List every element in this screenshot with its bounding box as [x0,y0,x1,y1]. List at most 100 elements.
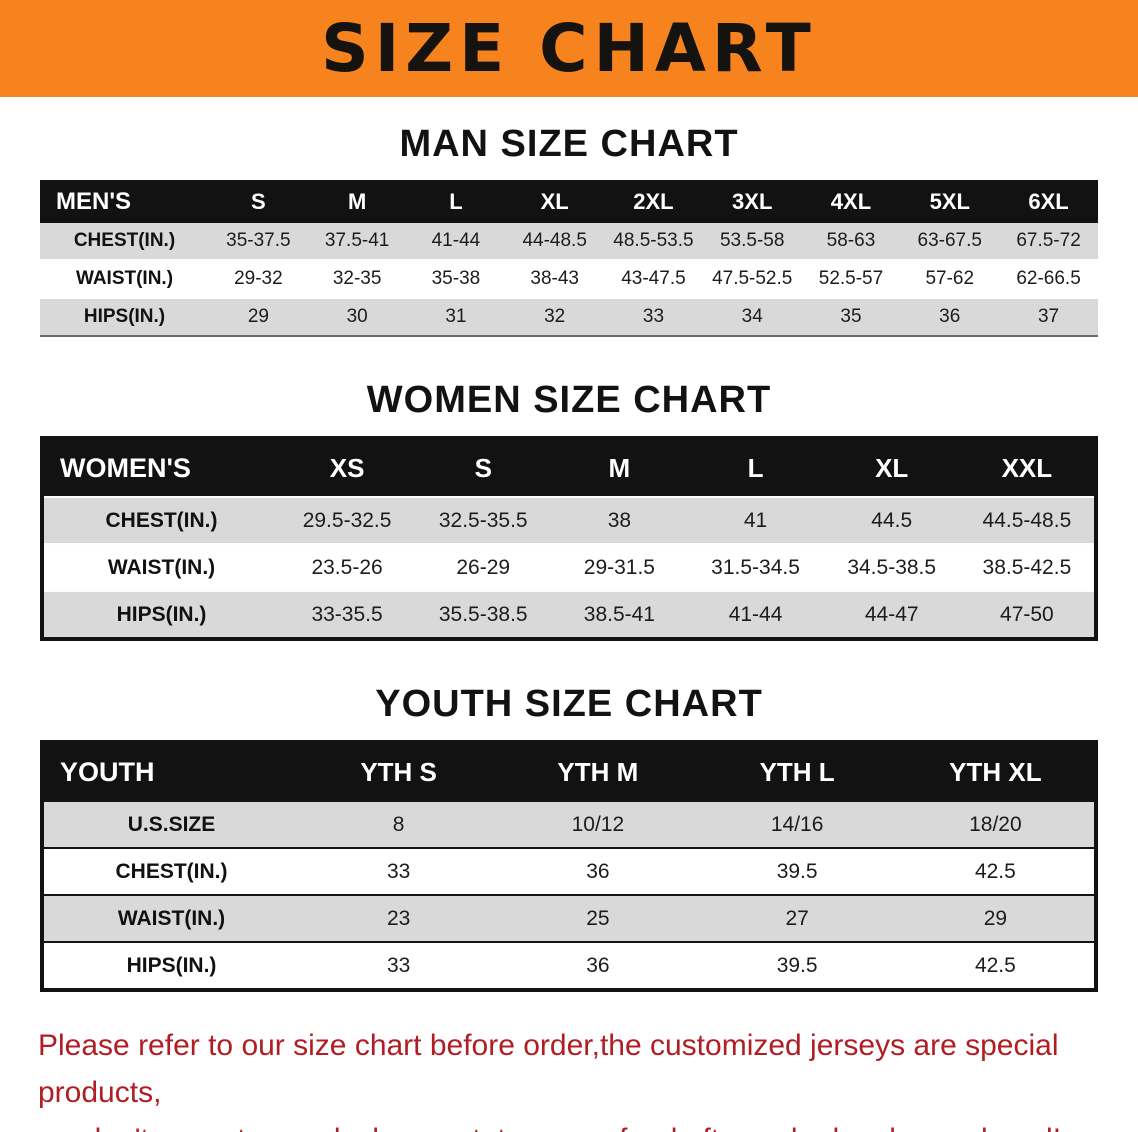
table-header-row: YOUTH YTH S YTH M YTH L YTH XL [42,742,1096,801]
women-size-chart-section: WOMEN SIZE CHART WOMEN'S XS S M L XL XXL CHEST(… [0,379,1138,641]
value-cell: 44.5 [871,508,913,532]
value-cell: 23.5-26 [311,555,383,579]
women-size-table: WOMEN'S XS S M L XL XXL CHEST(IN.) 29.5-32.5 32.5… [40,436,1098,641]
size-header-cell: S [474,452,492,483]
value-cell: 58-63 [826,230,876,251]
value-cell: 33-35.5 [311,602,383,626]
value-cell: 39.5 [776,953,818,977]
size-header-cell: XXL [1001,452,1053,483]
value-cell: 42.5 [974,859,1016,883]
value-cell: 37.5-41 [324,230,390,251]
row-label-cell: HIPS(IN.) [126,953,217,977]
table-row: CHEST(IN.) 33 36 39.5 42.5 [42,848,1096,895]
table-row: CHEST(IN.) 29.5-32.5 32.5-35.5 38 41 44.5 44.5… [42,497,1096,544]
value-cell: 47-50 [1000,602,1054,626]
row-label-cell: WAIST(IN.) [75,268,174,289]
size-header-cell: L [747,452,764,483]
size-header-cell: 5XL [929,188,970,214]
size-header-cell: YTH L [759,756,835,787]
table-title-cell: MEN'S [56,187,132,215]
value-cell: 25 [586,906,610,930]
table-row: HIPS(IN.) 33 36 39.5 42.5 [42,942,1096,990]
size-header-cell: XL [540,188,569,214]
value-cell: 33 [642,306,665,327]
row-label-cell: HIPS(IN.) [116,602,207,626]
row-label-cell: CHEST(IN.) [115,859,228,883]
women-section-heading: WOMEN SIZE CHART [366,379,772,421]
youth-section-heading: YOUTH SIZE CHART [375,683,763,725]
value-cell: 41 [743,508,768,532]
value-cell: 41-44 [728,602,783,626]
size-header-cell: XL [875,452,909,483]
value-cell: 33 [386,859,411,883]
value-cell: 26-29 [456,555,511,579]
value-cell: 29 [247,306,269,327]
size-header-cell: 6XL [1028,188,1069,214]
value-cell: 29-31.5 [583,555,655,579]
value-cell: 33 [386,953,411,977]
value-cell: 44-47 [864,602,919,626]
size-header-cell: M [347,188,367,214]
value-cell: 53.5-58 [719,230,785,251]
row-label-cell: WAIST(IN.) [117,906,226,930]
value-cell: 44-48.5 [522,230,587,251]
size-header-cell: M [608,452,631,483]
table-row: U.S.SIZE 8 10/12 14/16 18/20 [42,801,1096,848]
value-cell: 57-62 [925,268,975,289]
value-cell: 31 [445,306,467,327]
table-row: CHEST(IN.) 35-37.5 37.5-41 41-44 44-48.5 48.5… [40,223,1098,260]
row-label-cell: WAIST(IN.) [107,555,216,579]
disclaimer-line-1: Please refer to our size chart before or… [38,1029,1059,1109]
row-label-cell: CHEST(IN.) [73,230,176,251]
row-label-cell: U.S.SIZE [127,812,216,836]
value-cell: 52.5-57 [818,268,884,289]
value-cell: 10/12 [571,812,625,836]
size-header-cell: YTH S [360,756,437,787]
value-cell: 27 [785,906,809,930]
disclaimer-text: Please refer to our size chart before or… [38,1022,1108,1132]
value-cell: 29-32 [234,268,283,289]
value-cell: 35-37.5 [226,230,291,251]
table-row: WAIST(IN.) 29-32 32-35 35-38 38-43 43-47.5 47.… [40,260,1098,298]
value-cell: 32 [544,306,566,327]
size-header-cell: 3XL [732,188,773,214]
size-header-cell: YTH XL [949,756,1042,787]
table-header-row: WOMEN'S XS S M L XL XXL [42,438,1096,497]
value-cell: 31.5-34.5 [711,555,800,579]
value-cell: 67.5-72 [1016,230,1081,251]
value-cell: 35-38 [431,268,481,289]
value-cell: 63-67.5 [917,230,982,251]
size-header-cell: S [251,188,266,214]
value-cell: 14/16 [770,812,824,836]
value-cell: 34 [741,306,763,327]
row-label-cell: HIPS(IN.) [83,306,166,327]
man-size-table: MEN'S S M L XL 2XL 3XL 4XL 5XL 6XL CHEST(IN.) 35-37… [40,180,1098,337]
value-cell: 44.5-48.5 [982,508,1072,532]
table-row: HIPS(IN.) 29 30 31 32 33 34 35 36 37 [40,298,1098,336]
size-header-cell: L [449,188,463,214]
value-cell: 39.5 [776,859,818,883]
value-cell: 18/20 [969,812,1022,836]
size-header-cell: 2XL [633,188,674,214]
value-cell: 36 [586,953,610,977]
value-cell: 37 [1037,306,1060,327]
value-cell: 29.5-32.5 [302,508,392,532]
row-label-cell: CHEST(IN.) [105,508,218,532]
table-header-row: MEN'S S M L XL 2XL 3XL 4XL 5XL 6XL [40,180,1098,223]
table-row: WAIST(IN.) 23.5-26 26-29 29-31.5 31.5-34.5 34… [42,544,1096,591]
value-cell: 34.5-38.5 [847,555,937,579]
value-cell: 38 [607,508,632,532]
table-row: HIPS(IN.) 33-35.5 35.5-38.5 38.5-41 41-44 44-… [42,591,1096,639]
man-section-heading: MAN SIZE CHART [399,123,739,165]
value-cell: 38.5-42.5 [982,555,1072,579]
value-cell: 48.5-53.5 [613,230,694,251]
value-cell: 32.5-35.5 [438,508,528,532]
value-cell: 29 [983,906,1008,930]
size-header-cell: YTH M [557,756,639,787]
value-cell: 23 [386,906,411,930]
value-cell: 38-43 [530,268,579,289]
value-cell: 43-47.5 [621,268,686,289]
size-header-cell: XS [329,452,365,483]
table-row: WAIST(IN.) 23 25 27 29 [42,895,1096,942]
